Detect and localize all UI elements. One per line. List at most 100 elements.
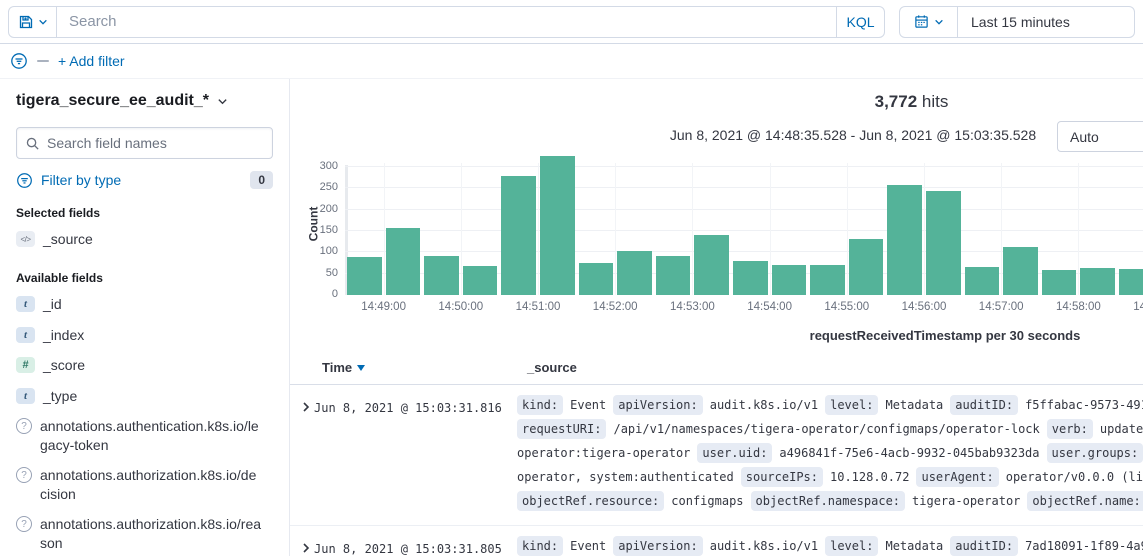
- filter-by-type-button[interactable]: Filter by type: [41, 172, 122, 188]
- field-value: a496841f-75e6-4acb-9932-045bab9323da: [779, 446, 1040, 460]
- x-tick-label: 14:54:00: [747, 301, 792, 313]
- expand-row-toggle[interactable]: [290, 394, 314, 514]
- field-value: Metadata: [885, 398, 944, 412]
- histogram-bar[interactable]: [964, 267, 1000, 295]
- field-item-annotations.authentication.k8s.io/legacy-token[interactable]: ? annotations.authentication.k8s.io/legac…: [16, 411, 273, 460]
- field-badge: sourceIPs:: [740, 467, 823, 487]
- field-value: f5ffabac-9573-4918-a: [1025, 398, 1143, 412]
- gridline-x: [769, 163, 771, 295]
- field-item-annotations.authorization.k8s.io/decision[interactable]: ? annotations.authorization.k8s.io/decisi…: [16, 460, 273, 509]
- source-line: kind: Event apiVersion: audit.k8s.io/v1 leve…: [517, 394, 1143, 418]
- field-badge: user.groups:: [1046, 443, 1143, 463]
- saved-query-menu-button[interactable]: [9, 6, 57, 37]
- y-tick-label: 50: [325, 266, 338, 279]
- histogram-bar[interactable]: [733, 261, 768, 295]
- hits-count: 3,772: [874, 92, 918, 111]
- save-icon: [18, 14, 34, 30]
- histogram-bar[interactable]: [385, 228, 421, 295]
- histogram-bar[interactable]: [810, 264, 845, 295]
- histogram-bar[interactable]: [462, 266, 498, 295]
- available-fields-list: t _id t _index # _score t _type? annotations.aut…: [16, 289, 273, 556]
- date-quick-select-button[interactable]: [900, 6, 958, 37]
- time-column-label: Time: [322, 360, 353, 375]
- histogram-bar[interactable]: [1041, 270, 1077, 295]
- gridline-y: [345, 187, 1143, 189]
- x-tick-label: 14:57:00: [978, 301, 1024, 313]
- histogram-bar[interactable]: [655, 256, 691, 295]
- hits-count-line: 3,772 hits: [485, 92, 1143, 112]
- histogram-bar[interactable]: [540, 156, 575, 295]
- y-tick-label: 150: [319, 224, 338, 236]
- gridline-x: [615, 163, 617, 295]
- search-input[interactable]: [57, 6, 836, 37]
- add-filter-button[interactable]: + Add filter: [58, 53, 125, 69]
- field-type-unknown-icon: ?: [16, 418, 32, 435]
- histogram-bar[interactable]: [617, 250, 652, 295]
- histogram-bar[interactable]: [578, 262, 614, 295]
- source-line: kind: Event apiVersion: audit.k8s.io/v1 leve…: [517, 535, 1143, 556]
- time-picker: Last 15 minutes: [899, 5, 1135, 38]
- fields-sidebar: tigera_secure_ee_audit_* Filter by type …: [0, 79, 290, 556]
- field-search-box: [16, 127, 273, 159]
- available-fields-heading: Available fields: [16, 271, 103, 286]
- expand-row-toggle[interactable]: [290, 535, 314, 556]
- histogram-bar[interactable]: [694, 235, 729, 295]
- histogram-bar[interactable]: [1119, 269, 1143, 295]
- x-tick-label: 14:49:00: [361, 301, 406, 313]
- histogram-bar[interactable]: [848, 239, 884, 295]
- field-item-_score[interactable]: # _score: [16, 350, 273, 380]
- time-range-button[interactable]: Last 15 minutes: [971, 13, 1070, 30]
- field-item-_type[interactable]: t _type: [16, 381, 273, 411]
- field-name-label: _type: [43, 387, 78, 404]
- row-source-value: kind: Event apiVersion: audit.k8s.io/v1 leve…: [510, 535, 1143, 556]
- histogram-bar[interactable]: [771, 265, 807, 295]
- field-item-annotations.authorization.k8s.io/reason[interactable]: ? annotations.authorization.k8s.io/reason: [16, 509, 273, 556]
- gridline-x: [846, 163, 848, 295]
- filter-options-icon[interactable]: [10, 52, 28, 70]
- discover-main-panel: 3,772 hits Jun 8, 2021 @ 14:48:35.528 - …: [290, 79, 1143, 556]
- field-value: operator, system:authenticated: [517, 470, 734, 484]
- x-tick-label: 14:51:00: [515, 301, 561, 313]
- field-badge: objectRef.namespace:: [750, 491, 906, 511]
- table-row: Jun 8, 2021 @ 15:03:31.816 kind: Event apiV…: [290, 385, 1143, 526]
- field-value: audit.k8s.io/v1: [709, 539, 819, 553]
- field-item-_source[interactable]: </> _source: [16, 224, 273, 254]
- field-item-_id[interactable]: t _id: [16, 289, 273, 319]
- histogram-plot: [345, 155, 1143, 295]
- x-axis-ticks: 14:49:00 14:50:00 14:51:00 14:52:00 14:53:00…: [345, 301, 1143, 317]
- field-value: operator/v0.0.0 (linu: [1005, 470, 1143, 484]
- field-badge: auditID:: [950, 395, 1019, 415]
- field-badge: level:: [825, 395, 879, 415]
- time-column-header[interactable]: Time: [322, 360, 527, 375]
- histogram-bar[interactable]: [1080, 267, 1115, 295]
- field-search-input[interactable]: [47, 135, 264, 151]
- kql-toggle-button[interactable]: KQL: [836, 6, 884, 37]
- gridline-x: [538, 163, 539, 295]
- row-time-value: Jun 8, 2021 @ 15:03:31.816: [314, 401, 502, 415]
- gridline-x: [1078, 163, 1080, 295]
- histogram-bar[interactable]: [887, 184, 922, 295]
- table-row: Jun 8, 2021 @ 15:03:31.805 kind: Event apiV…: [290, 526, 1143, 556]
- filter-count-badge: 0: [250, 171, 273, 189]
- field-item-_index[interactable]: t _index: [16, 320, 273, 350]
- field-badge: auditID:: [950, 536, 1019, 556]
- histogram-bar[interactable]: [424, 255, 459, 295]
- histogram-bar[interactable]: [347, 257, 382, 295]
- histogram-bar[interactable]: [926, 191, 961, 295]
- field-badge: apiVersion:: [613, 395, 703, 415]
- field-type-t-icon: t: [16, 387, 35, 404]
- row-source-value: kind: Event apiVersion: audit.k8s.io/v1 leve…: [510, 394, 1143, 514]
- field-badge: verb:: [1046, 419, 1093, 439]
- interval-select[interactable]: Auto: [1057, 121, 1143, 152]
- x-tick-label: 14:55:00: [824, 301, 870, 313]
- field-value: tigera-operator: [912, 494, 1021, 508]
- field-type-t-icon: t: [16, 326, 35, 343]
- filter-by-type-row: Filter by type 0: [16, 171, 273, 189]
- sort-desc-icon: [357, 364, 366, 371]
- field-badge: level:: [825, 536, 879, 556]
- index-pattern-selector[interactable]: tigera_secure_ee_audit_*: [16, 92, 273, 110]
- histogram-bar[interactable]: [1003, 246, 1038, 295]
- histogram-bar[interactable]: [501, 176, 536, 295]
- x-tick-label: 14:58:00: [1056, 301, 1101, 313]
- field-value: Metadata: [885, 539, 944, 553]
